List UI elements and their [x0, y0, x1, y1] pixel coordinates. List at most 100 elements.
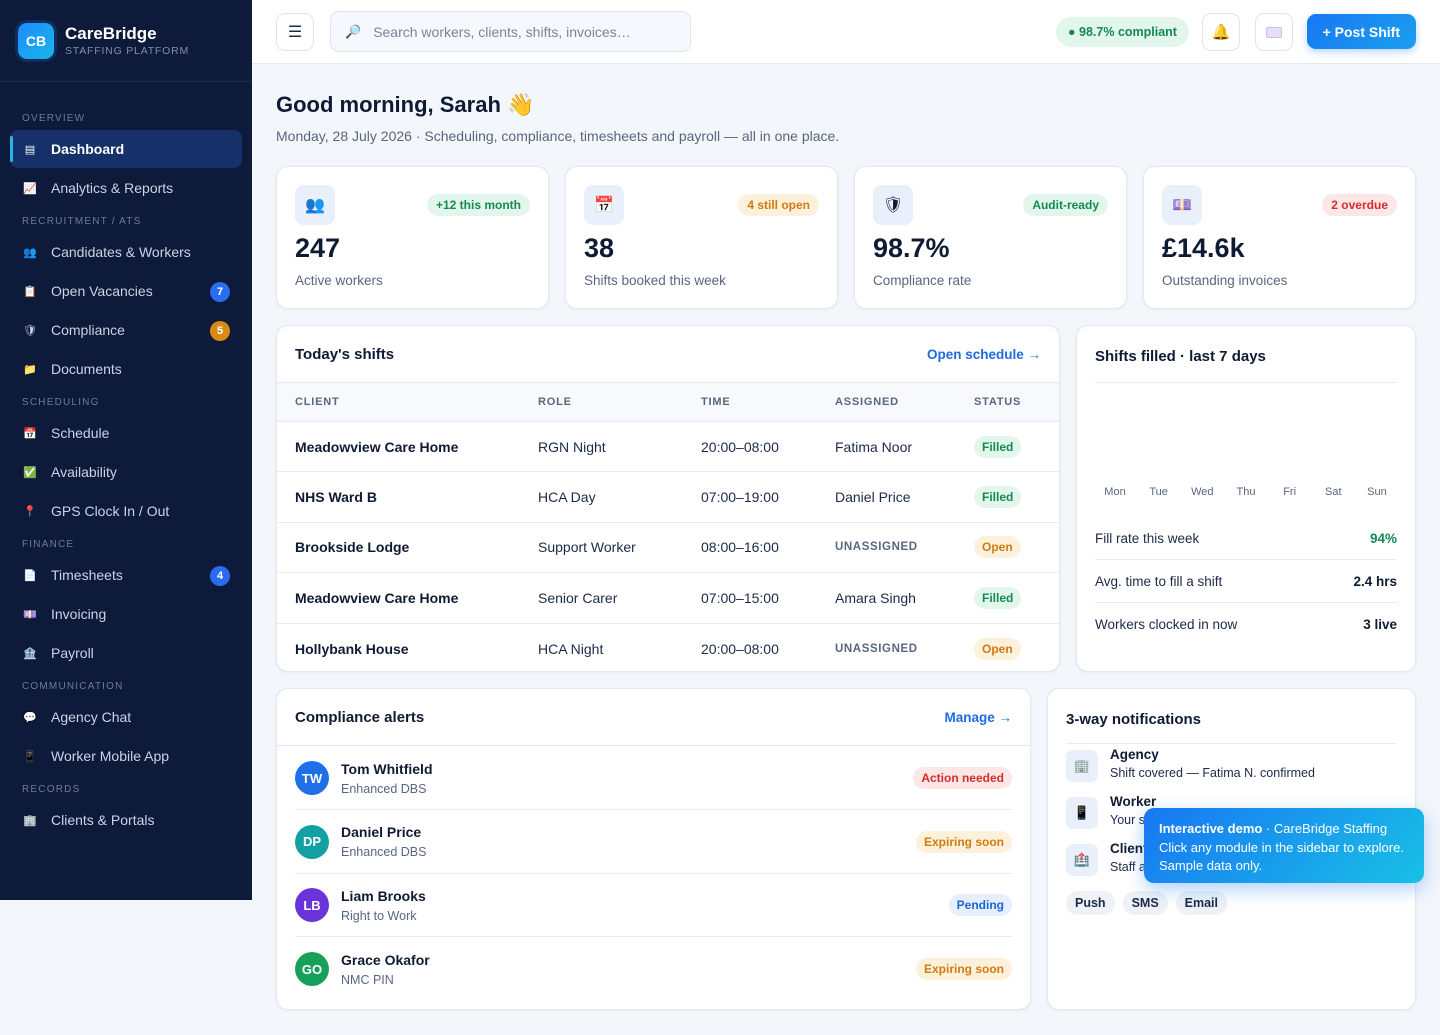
search-box[interactable]: 🔎 — [330, 11, 691, 52]
day-label: Fri — [1283, 486, 1297, 498]
channel-chip[interactable]: Email — [1175, 891, 1228, 915]
stat-card[interactable]: 🛡 Audit-ready 98.7% Compliance rate — [854, 166, 1127, 309]
stat-card[interactable]: 📅 4 still open 38 Shifts booked this week — [565, 166, 838, 309]
column-header: TIME — [701, 382, 835, 422]
sidebar-item-payroll[interactable]: 🏦 Payroll — [10, 634, 242, 672]
avatar: TW — [295, 761, 329, 795]
messages-button[interactable] — [1255, 13, 1293, 51]
table-row[interactable]: Brookside Lodge Support Worker 08:00–16:00… — [277, 522, 1059, 574]
cell-assigned: Fatima Noor — [835, 421, 974, 473]
cell-time: 20:00–08:00 — [701, 640, 779, 657]
cell-assigned: Amara Singh — [835, 572, 974, 624]
search-input[interactable] — [373, 23, 674, 40]
sidebar-item-compliance[interactable]: 🛡 Compliance 5 — [10, 311, 242, 349]
list-item[interactable]: TW Tom Whitfield Enhanced DBS Action needed — [295, 747, 1012, 810]
alert-name: Daniel Price — [341, 824, 422, 840]
avatar: DP — [295, 824, 329, 859]
cell-client: NHS Ward B — [277, 471, 538, 523]
brand-name: CareBridge — [65, 24, 157, 43]
sidebar-item-dashboard[interactable]: ▤ Dashboard — [10, 130, 242, 168]
bank-icon: 🏦 — [23, 647, 37, 660]
toast-title: Interactive demo — [1159, 821, 1263, 836]
sidebar-item-label: Open Vacancies — [51, 283, 153, 299]
sidebar-item-timesheets[interactable]: 📄 Timesheets 4 — [10, 556, 242, 594]
topbar: ☰ 🔎 ● 98.7% compliant 🔔 + Post Shift — [252, 0, 1440, 64]
sidebar-item-analytics-reports[interactable]: 📈 Analytics & Reports — [10, 169, 242, 207]
notification-body: Shift covered — Fatima N. confirmed — [1110, 766, 1315, 780]
sidebar-item-clients-portals[interactable]: 🏢 Clients & Portals — [10, 801, 242, 839]
demo-toast[interactable]: Interactive demo · CareBridge Staffing C… — [1144, 808, 1424, 883]
sidebar-item-worker-mobile-app[interactable]: 📱 Worker Mobile App — [10, 737, 242, 775]
alert-type: Right to Work — [341, 908, 417, 923]
invoice-icon: 💷 — [23, 608, 37, 621]
stat-card[interactable]: 💷 2 overdue £14.6k Outstanding invoices — [1143, 166, 1416, 309]
brand-logo: CB — [18, 22, 54, 59]
list-item[interactable]: GO Grace Okafor NMC PIN Expiring soon — [295, 938, 1012, 1001]
compliance-pill: ● 98.7% compliant — [1056, 17, 1189, 47]
stat-tag: Audit-ready — [1023, 194, 1108, 216]
sidebar-item-availability[interactable]: ✅ Availability — [10, 453, 242, 491]
check-icon: ✅ — [23, 466, 37, 479]
table-row[interactable]: Meadowview Care Home Senior Carer 07:00–15… — [277, 572, 1059, 624]
table-row[interactable]: Hollybank House HCA Night 20:00–08:00 UNASS… — [277, 623, 1059, 673]
table-row[interactable]: Meadowview Care Home RGN Night 20:00–08:00… — [277, 421, 1059, 473]
metric-label: Avg. time to fill a shift — [1095, 573, 1223, 589]
cell-client: Hollybank House — [295, 640, 409, 657]
notification-text: Agency Shift covered — Fatima N. confirme… — [1110, 747, 1315, 780]
metric-row: Workers clocked in now 3 live — [1095, 603, 1397, 646]
sidebar-item-label: Dashboard — [51, 141, 125, 157]
alert-text: Grace Okafor NMC PIN — [341, 952, 430, 987]
sidebar-item-open-vacancies[interactable]: 📋 Open Vacancies 7 — [10, 272, 242, 310]
card-title: Compliance alerts — [295, 709, 425, 726]
stat-card[interactable]: 👥 +12 this month 247 Active workers — [276, 166, 549, 309]
cell-assigned: Daniel Price — [835, 471, 974, 523]
column-header: STATUS — [974, 382, 1059, 422]
sidebar-item-candidates-workers[interactable]: 👥 Candidates & Workers — [10, 233, 242, 271]
manage-link[interactable]: Manage → — [944, 710, 1012, 725]
sidebar-item-invoicing[interactable]: 💷 Invoicing — [10, 595, 242, 633]
stat-value: 247 — [295, 233, 341, 263]
cell-assigned: UNASSIGNED — [835, 642, 918, 655]
sidebar-item-agency-chat[interactable]: 💬 Agency Chat — [10, 698, 242, 736]
notification-body: Staff a — [1110, 860, 1146, 874]
page-title: Good morning, Sarah 👋 — [276, 92, 535, 117]
table-row[interactable]: NHS Ward B HCA Day 07:00–19:00 Daniel Price… — [277, 471, 1059, 523]
notification-item: 🏥 Client Staff a — [1066, 841, 1397, 881]
cell-status: Open — [974, 623, 1059, 673]
alert-text: Tom Whitfield Enhanced DBS — [341, 761, 433, 796]
sidebar-item-gps-clock-in-out[interactable]: 📍 GPS Clock In / Out — [10, 492, 242, 530]
card-title: 3-way notifications — [1066, 711, 1202, 728]
list-item[interactable]: LB Liam Brooks Right to Work Pending — [295, 874, 1012, 937]
cell-role: Support Worker — [538, 522, 701, 574]
cell-time: 07:00–15:00 — [701, 572, 835, 624]
nav-section-title: COMMUNICATION — [22, 681, 124, 692]
mobile-icon: 📱 — [23, 750, 37, 763]
sidebar-item-schedule[interactable]: 📅 Schedule — [10, 414, 242, 452]
brand[interactable]: CB CareBridge STAFFING PLATFORM — [0, 0, 252, 82]
nav-section-title: OVERVIEW — [22, 113, 86, 124]
alert-type: Enhanced DBS — [341, 845, 427, 859]
open-schedule-link[interactable]: Open schedule → — [926, 347, 1041, 362]
list-item[interactable]: DP Daniel Price Enhanced DBS Expiring soon — [295, 811, 1012, 874]
notification-text: Client Staff a — [1110, 841, 1148, 874]
day-label: Tue — [1149, 486, 1168, 498]
metric-value: 94% — [1369, 530, 1397, 546]
channel-chip[interactable]: SMS — [1122, 891, 1168, 915]
people-icon: 👥 — [295, 185, 335, 225]
alert-name: Liam Brooks — [341, 887, 426, 904]
notification-body: Your s — [1110, 813, 1145, 827]
channel-chip[interactable]: Push — [1066, 891, 1115, 915]
divider — [1095, 382, 1397, 383]
cell-assigned: UNASSIGNED — [835, 522, 974, 574]
cell-status: Filled — [974, 471, 1059, 523]
alert-name: Grace Okafor — [341, 951, 430, 968]
people-icon: 👥 — [23, 246, 37, 259]
sidebar-item-label: Payroll — [51, 645, 94, 661]
menu-button[interactable]: ☰ — [276, 13, 314, 51]
notifications-button[interactable]: 🔔 — [1202, 13, 1240, 51]
sidebar-item-label: Documents — [51, 361, 122, 377]
column-header: CLIENT — [277, 382, 538, 422]
post-shift-button[interactable]: + Post Shift — [1306, 14, 1416, 49]
sidebar-item-documents[interactable]: 📁 Documents — [10, 350, 242, 388]
sidebar-item-label: Schedule — [51, 425, 110, 441]
